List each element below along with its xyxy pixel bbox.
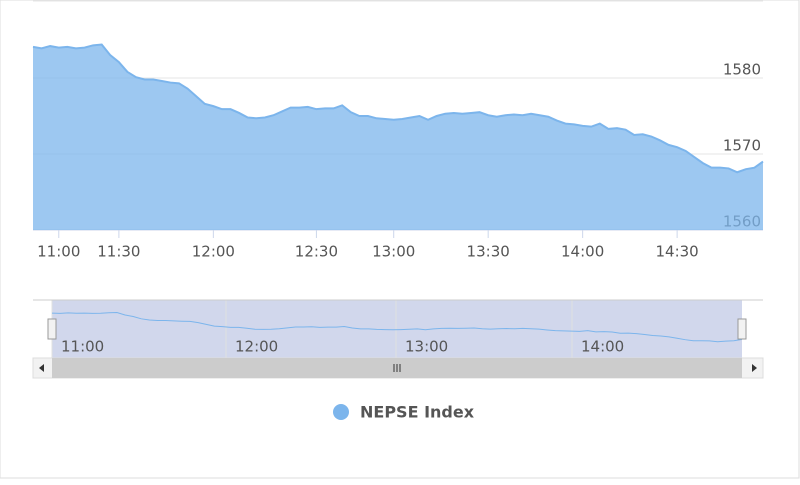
legend-symbol[interactable] — [333, 404, 349, 420]
legend-label[interactable]: NEPSE Index — [360, 403, 475, 422]
x-tick-label: 13:30 — [467, 243, 510, 261]
navigator-label: 14:00 — [581, 338, 624, 356]
navigator-label: 11:00 — [61, 338, 104, 356]
area-fill — [33, 44, 763, 231]
x-tick-label: 11:00 — [37, 243, 80, 261]
x-tick-label: 12:00 — [192, 243, 235, 261]
navigator-label: 13:00 — [405, 338, 448, 356]
navigator-label: 12:00 — [235, 338, 278, 356]
scroll-left[interactable] — [39, 364, 44, 372]
navigator-series — [51, 312, 743, 343]
x-tick-label: 12:30 — [295, 243, 338, 261]
x-tick-label: 13:00 — [372, 243, 415, 261]
y-tick-label: 1570 — [723, 137, 761, 155]
x-tick-label: 14:00 — [561, 243, 604, 261]
scroll-grip — [393, 364, 401, 372]
x-tick-label: 11:30 — [97, 243, 140, 261]
navigator-handle[interactable] — [737, 318, 747, 340]
navigator-handle[interactable] — [47, 318, 57, 340]
area-line — [32, 43, 764, 174]
scroll-right[interactable] — [752, 364, 757, 372]
x-tick-label: 14:30 — [656, 243, 699, 261]
navigator-mask — [52, 300, 742, 358]
y-tick-label: 1580 — [723, 61, 761, 79]
